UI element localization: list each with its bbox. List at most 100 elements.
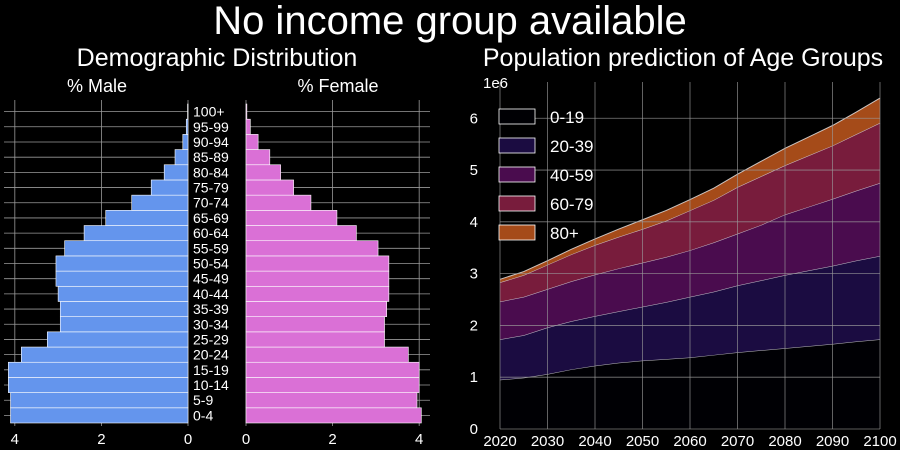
figure-title: No income group available <box>213 0 687 43</box>
male-bar <box>55 270 189 287</box>
male-bar <box>57 285 189 302</box>
female-bar <box>245 407 422 424</box>
area-x-tick-label: 2090 <box>816 433 849 450</box>
male-bar <box>105 210 189 226</box>
male-bar <box>55 255 189 272</box>
age-label: 10-14 <box>193 377 229 393</box>
area-chart-panel: 2020 2030 2040 2050 2060 2070 2080 2090 2100 0 1 2 3… <box>470 75 897 450</box>
age-label: 5-9 <box>193 392 213 408</box>
area-legend: 0-19 20-39 40-59 60-79 80+ <box>498 108 593 243</box>
male-bar <box>83 225 189 242</box>
female-bars <box>245 103 422 424</box>
age-label: 55-59 <box>193 240 229 256</box>
age-label: 45-49 <box>193 271 229 287</box>
age-label: 0-4 <box>193 407 213 423</box>
area-x-tick-label: 2070 <box>721 433 754 450</box>
age-label: 85-89 <box>193 149 229 165</box>
age-label: 70-74 <box>193 195 229 211</box>
female-pyramid-panel: % Female 0 2 4 <box>242 76 430 448</box>
area-x-tick-label: 2100 <box>863 433 896 450</box>
female-bar <box>245 331 385 348</box>
age-label: 80-84 <box>193 164 229 180</box>
female-x-ticks: 0 2 4 <box>242 431 424 448</box>
age-label: 95-99 <box>193 119 229 135</box>
area-gridlines <box>499 82 881 430</box>
legend-label: 40-59 <box>550 166 593 185</box>
male-x-tick-label: 0 <box>184 431 192 448</box>
female-bar <box>245 392 418 409</box>
male-pyramid-panel: % Male 4 2 0 <box>4 76 192 448</box>
age-label: 40-44 <box>193 286 229 302</box>
male-bar <box>174 149 189 166</box>
male-bar <box>21 346 189 363</box>
area-chart-title: Population prediction of Age Groups <box>483 44 883 72</box>
female-bar <box>245 179 294 196</box>
female-bar <box>245 118 251 135</box>
male-bar <box>59 316 189 333</box>
female-bar <box>245 301 388 317</box>
legend-label: 80+ <box>550 224 579 243</box>
male-x-tick-label: 2 <box>97 431 105 448</box>
legend-label: 0-19 <box>550 108 584 127</box>
age-label: 50-54 <box>193 256 229 272</box>
legend-swatch <box>498 108 536 125</box>
age-label: 90-94 <box>193 134 229 150</box>
area-x-tick-label: 2050 <box>626 433 659 450</box>
male-bar <box>64 240 189 257</box>
female-bar <box>245 255 390 272</box>
age-label: 75-79 <box>193 180 229 196</box>
legend-label: 20-39 <box>550 137 593 156</box>
age-label: 65-69 <box>193 210 229 226</box>
female-bar <box>245 149 271 166</box>
area-y-tick-label: 0 <box>470 421 478 438</box>
female-x-tick-label: 4 <box>415 431 423 448</box>
area-y-tick-label: 1 <box>470 369 478 386</box>
male-bar <box>8 361 189 378</box>
legend-swatch <box>498 166 536 183</box>
female-bar <box>245 240 379 257</box>
male-bar <box>185 118 189 135</box>
male-bar <box>187 103 189 120</box>
male-panel-title: % Male <box>67 76 127 96</box>
female-bar <box>245 270 390 287</box>
female-bar <box>245 346 409 363</box>
female-bar <box>245 134 259 150</box>
male-x-ticks: 4 2 0 <box>11 431 193 448</box>
male-bar <box>131 194 189 211</box>
female-panel-title: % Female <box>297 76 378 96</box>
male-bar <box>182 134 189 150</box>
area-y-tick-label: 4 <box>470 214 478 231</box>
female-x-tick-label: 2 <box>328 431 336 448</box>
male-bar <box>46 331 189 348</box>
male-x-tick-label: 4 <box>11 431 19 448</box>
male-bar <box>8 377 189 393</box>
age-label: 60-64 <box>193 225 229 241</box>
male-bar <box>10 407 189 424</box>
age-group-labels: 0-45-910-1415-1920-2425-2930-3435-3940-4… <box>193 104 229 424</box>
age-label: 30-34 <box>193 316 229 332</box>
female-bar <box>245 316 385 333</box>
legend-swatch <box>498 195 536 212</box>
age-label: 15-19 <box>193 362 229 378</box>
legend-swatch <box>498 224 536 241</box>
area-y-tick-label: 6 <box>470 110 478 127</box>
area-y-tick-label: 5 <box>470 162 478 179</box>
age-label: 100+ <box>193 104 225 120</box>
area-axis-ticks: 2020 2030 2040 2050 2060 2070 2080 2090 2100 0 1 2 3… <box>470 110 897 450</box>
male-bar <box>163 164 189 181</box>
male-bar <box>10 392 189 409</box>
area-x-tick-label: 2060 <box>673 433 706 450</box>
legend-swatch <box>498 137 536 154</box>
female-bar <box>245 210 338 226</box>
area-x-tick-label: 2020 <box>483 433 516 450</box>
area-y-tick-label: 2 <box>470 317 478 334</box>
female-bar <box>245 377 420 393</box>
female-bar <box>245 194 312 211</box>
male-bar <box>59 301 189 317</box>
female-bar <box>245 103 248 120</box>
female-bar <box>245 361 420 378</box>
area-x-tick-label: 2040 <box>578 433 611 450</box>
age-label: 35-39 <box>193 301 229 317</box>
age-label: 20-24 <box>193 347 229 363</box>
